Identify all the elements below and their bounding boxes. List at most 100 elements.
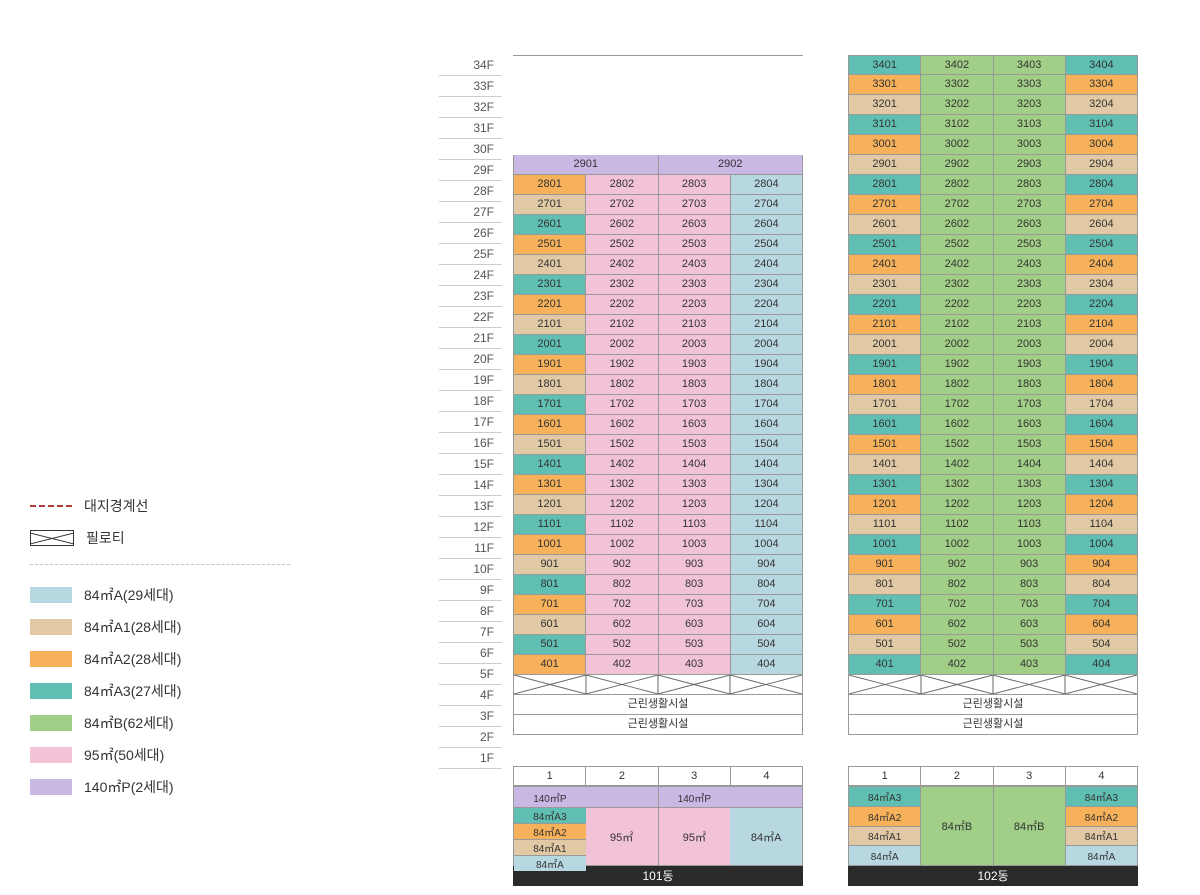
legend-swatch	[30, 587, 72, 603]
floor-label: 25F	[439, 244, 502, 265]
unit-cell: 704	[1066, 595, 1138, 615]
floor-label: 16F	[439, 433, 502, 454]
unit-cell: 1102	[586, 515, 658, 535]
facility-cell: 근린생활시설	[513, 715, 803, 735]
unit-cell: 603	[994, 615, 1066, 635]
unit-cell: 2003	[659, 335, 731, 355]
unit-cell: 1203	[994, 495, 1066, 515]
unit-cell: 3403	[994, 55, 1066, 75]
legend-swatch	[30, 683, 72, 699]
unit-cell: 2701	[513, 195, 586, 215]
unit-cell: 1501	[513, 435, 586, 455]
footer-102: 123484㎡A384㎡A284㎡A184㎡A84㎡B84㎡B84㎡A384㎡A…	[848, 766, 1138, 886]
empty-cell	[513, 55, 803, 75]
unit-cell: 1004	[1066, 535, 1138, 555]
unit-cell: 3303	[994, 75, 1066, 95]
unit-cell: 2902	[659, 155, 804, 175]
unit-cell: 2001	[513, 335, 586, 355]
unit-cell: 2501	[513, 235, 586, 255]
unit-cell: 804	[731, 575, 803, 595]
unit-cell: 1803	[659, 375, 731, 395]
unit-cell: 1901	[848, 355, 921, 375]
unit-cell: 3001	[848, 135, 921, 155]
type-cell: 140㎡P	[514, 786, 586, 807]
unit-cell: 404	[731, 655, 803, 675]
unit-cell: 2304	[1066, 275, 1138, 295]
unit-cell: 1301	[848, 475, 921, 495]
unit-cell: 2602	[586, 215, 658, 235]
floor-label: 8F	[439, 601, 502, 622]
unit-cell: 2503	[994, 235, 1066, 255]
type-cell	[730, 786, 802, 807]
unit-cell: 1504	[731, 435, 803, 455]
unit-cell: 2101	[848, 315, 921, 335]
unit-cell: 1203	[659, 495, 731, 515]
unit-cell: 2604	[1066, 215, 1138, 235]
tower-101: 2901290228012802280328042701270227032704…	[513, 55, 803, 735]
unit-cell: 1302	[921, 475, 993, 495]
unit-cell: 2702	[586, 195, 658, 215]
unit-cell: 1002	[921, 535, 993, 555]
facility-cell: 근린생활시설	[848, 695, 1138, 715]
unit-cell: 2404	[1066, 255, 1138, 275]
unit-cell: 2302	[921, 275, 993, 295]
boundary-line-symbol	[30, 505, 72, 507]
unit-cell: 2703	[659, 195, 731, 215]
unit-cell: 2403	[994, 255, 1066, 275]
unit-cell: 2904	[1066, 155, 1138, 175]
unit-cell: 504	[1066, 635, 1138, 655]
unit-cell: 1802	[921, 375, 993, 395]
unit-cell: 1303	[659, 475, 731, 495]
unit-cell: 801	[513, 575, 586, 595]
unit-cell: 402	[921, 655, 993, 675]
unit-cell: 703	[659, 595, 731, 615]
floor-label: 27F	[439, 202, 502, 223]
unit-cell: 1504	[1066, 435, 1138, 455]
unit-cell: 1702	[586, 395, 658, 415]
unit-cell: 602	[921, 615, 993, 635]
unit-cell: 2901	[848, 155, 921, 175]
unit-cell: 1602	[921, 415, 993, 435]
unit-cell: 2204	[1066, 295, 1138, 315]
unit-cell: 2603	[994, 215, 1066, 235]
piloti-symbol	[30, 530, 74, 546]
unit-cell: 2801	[513, 175, 586, 195]
legend-item-label: 84㎡A1(28세대)	[84, 617, 181, 637]
unit-cell: 2404	[731, 255, 803, 275]
unit-cell: 1503	[659, 435, 731, 455]
unit-cell: 1401	[848, 455, 921, 475]
unit-cell: 2002	[921, 335, 993, 355]
unit-cell: 601	[848, 615, 921, 635]
unit-cell: 404	[1066, 655, 1138, 675]
unit-cell: 1404	[659, 455, 731, 475]
legend-item-label: 84㎡A2(28세대)	[84, 649, 181, 669]
legend-swatch	[30, 715, 72, 731]
tower-name: 102동	[848, 866, 1138, 886]
floor-label: 30F	[439, 139, 502, 160]
unit-cell: 2301	[848, 275, 921, 295]
unit-cell: 3003	[994, 135, 1066, 155]
unit-cell: 902	[586, 555, 658, 575]
type-cell: 95㎡	[586, 807, 658, 865]
unit-cell: 1901	[513, 355, 586, 375]
unit-cell: 1402	[586, 455, 658, 475]
unit-cell: 2004	[731, 335, 803, 355]
unit-cell: 1404	[994, 455, 1066, 475]
unit-cell: 901	[848, 555, 921, 575]
unit-cell: 903	[659, 555, 731, 575]
unit-cell: 901	[513, 555, 586, 575]
unit-cell: 1302	[586, 475, 658, 495]
unit-cell: 802	[586, 575, 658, 595]
unit-cell: 2003	[994, 335, 1066, 355]
unit-cell: 2703	[994, 195, 1066, 215]
type-cell: 84㎡A2	[849, 806, 920, 826]
unit-cell: 1001	[848, 535, 921, 555]
unit-cell: 2402	[921, 255, 993, 275]
unit-cell: 1601	[513, 415, 586, 435]
unit-cell: 2403	[659, 255, 731, 275]
unit-cell: 2103	[994, 315, 1066, 335]
type-cell: 84㎡B	[921, 786, 992, 865]
type-cell: 84㎡A1	[1066, 826, 1137, 846]
unit-cell: 1003	[994, 535, 1066, 555]
unit-cell: 2903	[994, 155, 1066, 175]
